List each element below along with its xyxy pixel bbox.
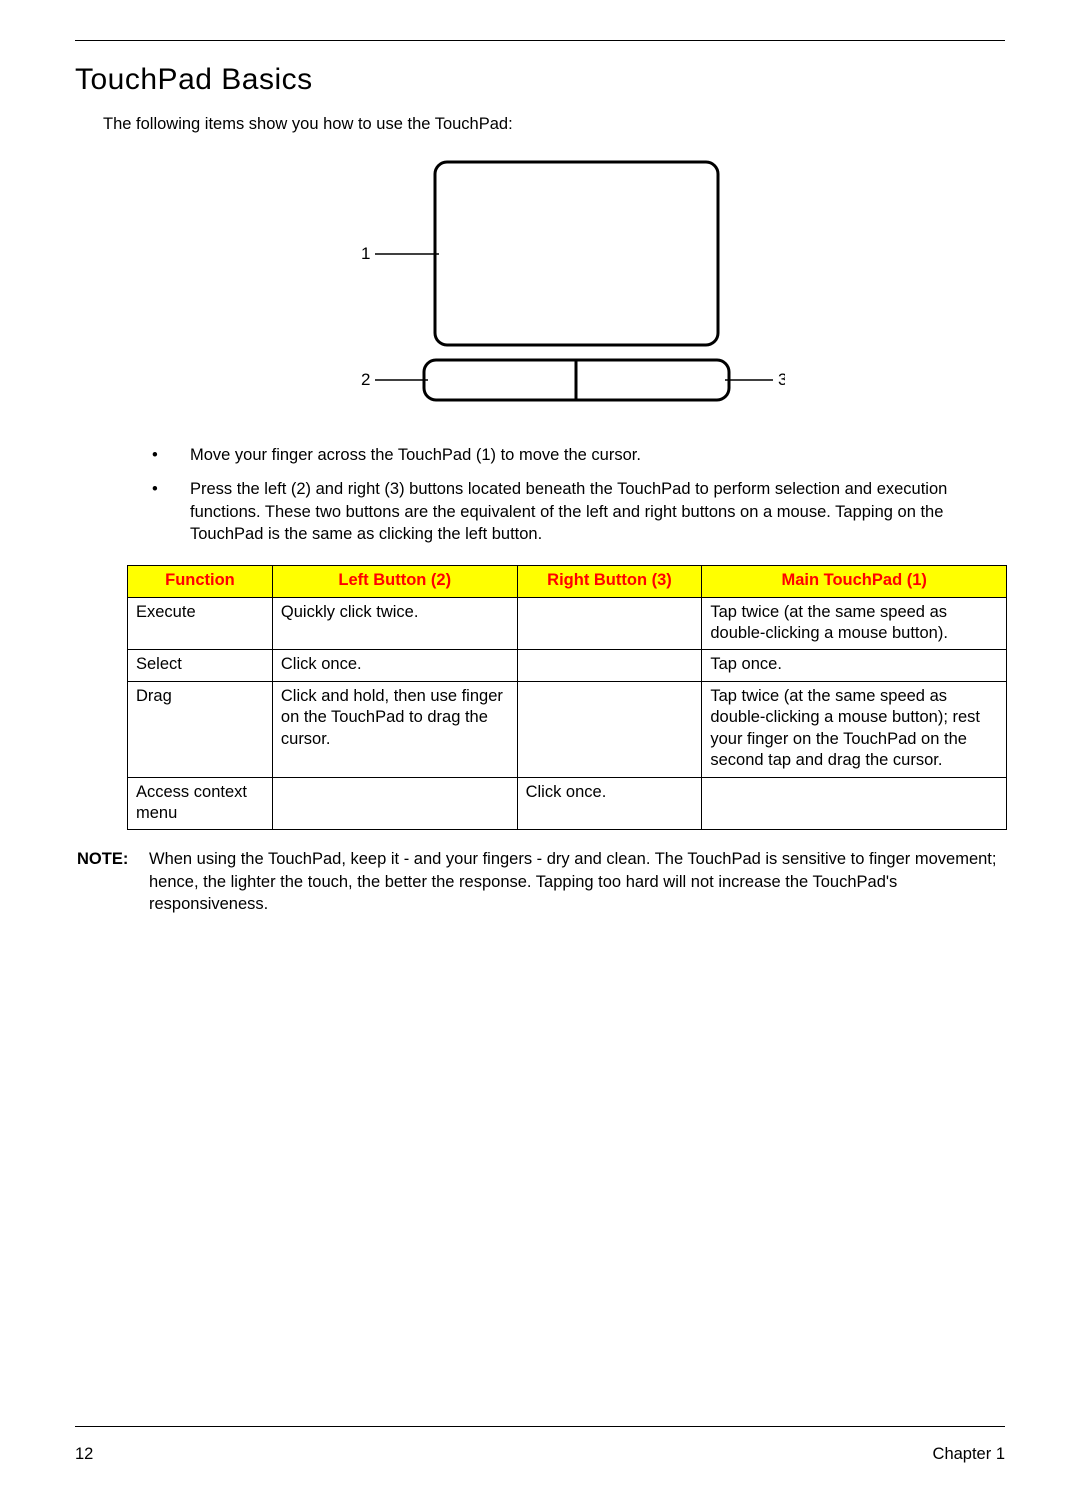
cell-main [702, 777, 1007, 830]
th-left: Left Button (2) [272, 566, 517, 597]
cell-fn: Access context menu [128, 777, 273, 830]
bottom-rule [75, 1426, 1005, 1427]
touchpad-diagram: 1 2 3 [75, 156, 1005, 416]
cell-right [517, 681, 702, 777]
cell-left: Quickly click twice. [272, 597, 517, 650]
bullet-text: Press the left (2) and right (3) buttons… [190, 478, 1005, 545]
cell-left: Click once. [272, 650, 517, 681]
cell-main: Tap twice (at the same speed as double-c… [702, 681, 1007, 777]
label-2: 2 [361, 370, 370, 389]
cell-right [517, 597, 702, 650]
cell-main: Tap once. [702, 650, 1007, 681]
table-row: Select Click once. Tap once. [128, 650, 1007, 681]
table-header-row: Function Left Button (2) Right Button (3… [128, 566, 1007, 597]
cell-right: Click once. [517, 777, 702, 830]
th-right: Right Button (3) [517, 566, 702, 597]
cell-fn: Drag [128, 681, 273, 777]
bullet-text: Move your finger across the TouchPad (1)… [190, 444, 1005, 466]
label-1: 1 [361, 244, 370, 263]
cell-fn: Select [128, 650, 273, 681]
page-title: TouchPad Basics [75, 63, 1005, 97]
th-function: Function [128, 566, 273, 597]
cell-right [517, 650, 702, 681]
bullet-icon: • [150, 478, 190, 545]
top-rule [75, 40, 1005, 41]
list-item: • Move your finger across the TouchPad (… [150, 444, 1005, 466]
cell-main: Tap twice (at the same speed as double-c… [702, 597, 1007, 650]
cell-fn: Execute [128, 597, 273, 650]
chapter-label: Chapter 1 [933, 1445, 1005, 1464]
table-row: Access context menu Click once. [128, 777, 1007, 830]
note-label: NOTE: [77, 848, 149, 915]
bullet-icon: • [150, 444, 190, 466]
note-block: NOTE: When using the TouchPad, keep it -… [77, 848, 1005, 915]
touchpad-svg: 1 2 3 [295, 156, 785, 416]
intro-text: The following items show you how to use … [103, 115, 1005, 134]
bullet-list: • Move your finger across the TouchPad (… [150, 444, 1005, 545]
label-3: 3 [778, 370, 785, 389]
cell-left [272, 777, 517, 830]
page-number: 12 [75, 1445, 93, 1464]
page-footer: 12 Chapter 1 [75, 1426, 1005, 1464]
touchpad-rect [435, 162, 718, 345]
table-row: Execute Quickly click twice. Tap twice (… [128, 597, 1007, 650]
table-row: Drag Click and hold, then use finger on … [128, 681, 1007, 777]
th-main: Main TouchPad (1) [702, 566, 1007, 597]
list-item: • Press the left (2) and right (3) butto… [150, 478, 1005, 545]
note-text: When using the TouchPad, keep it - and y… [149, 848, 1005, 915]
function-table: Function Left Button (2) Right Button (3… [127, 565, 1007, 830]
cell-left: Click and hold, then use finger on the T… [272, 681, 517, 777]
